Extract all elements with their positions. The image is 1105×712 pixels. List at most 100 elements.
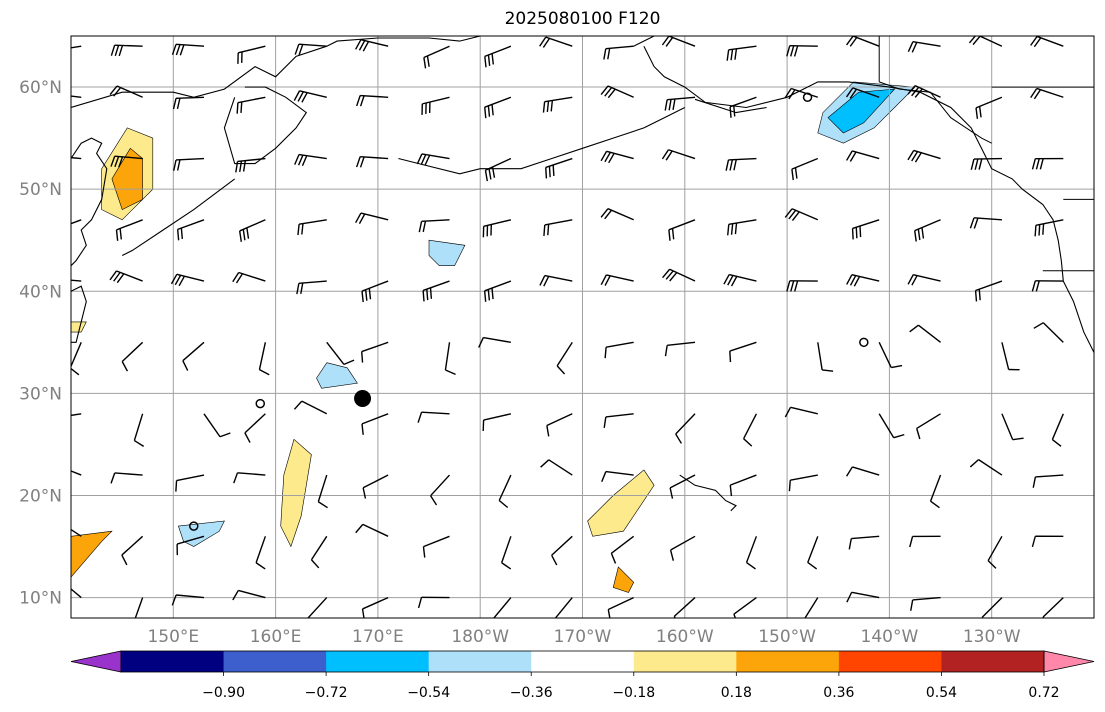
barb-shaft	[669, 268, 696, 282]
barb-flag	[293, 400, 303, 410]
barb-flag	[242, 229, 246, 241]
barb-flag	[59, 228, 60, 239]
barb-shaft	[913, 149, 941, 160]
barb-shaft	[673, 597, 696, 617]
longitude-tick-label: 130°W	[963, 627, 1021, 647]
wind-barb	[974, 280, 1003, 302]
barb-flag	[910, 599, 914, 611]
barb-shaft	[607, 208, 634, 221]
barb-flag	[426, 289, 429, 301]
barb-flag	[734, 48, 738, 60]
wind-barb	[71, 528, 82, 537]
barb-shaft	[244, 413, 266, 434]
wind-barb	[293, 400, 328, 415]
barb-flag	[175, 480, 178, 492]
wind-barb	[851, 219, 880, 240]
barb-flag	[1033, 322, 1044, 329]
barb-flag	[219, 432, 231, 438]
barb-flag	[238, 230, 242, 242]
map-title: 2025080100 F120	[504, 9, 661, 29]
barb-flag	[669, 487, 674, 499]
barb-shaft	[71, 95, 82, 98]
calm-wind-marker	[802, 92, 813, 103]
latitude-tick-label: 50°N	[19, 180, 62, 200]
barb-shaft	[554, 597, 573, 618]
wind-barb	[355, 523, 389, 537]
barb-flag	[232, 272, 240, 283]
barb-shaft	[176, 43, 205, 47]
barb-shaft	[421, 153, 450, 160]
wind-barb	[539, 274, 573, 287]
wind-barb	[878, 413, 905, 439]
barb-shaft	[423, 535, 450, 548]
barb-flag	[669, 272, 678, 282]
barb-shaft	[606, 274, 634, 282]
wind-barb	[987, 535, 1003, 569]
barb-flag	[362, 487, 367, 499]
barb-shaft	[878, 413, 895, 439]
barb-flag	[665, 37, 674, 47]
anomaly-shading	[71, 81, 916, 593]
latitude-tick-label: 10°N	[19, 589, 62, 609]
wind-barb	[907, 149, 941, 163]
wind-barb	[59, 219, 82, 239]
barb-flag	[668, 229, 671, 241]
wind-barb	[1030, 36, 1064, 48]
barb-shaft	[728, 45, 757, 51]
barb-flag	[921, 227, 925, 239]
wind-barb	[981, 597, 1003, 618]
barb-shaft	[1051, 413, 1064, 440]
barb-shaft	[1035, 219, 1064, 227]
barb-flag	[484, 56, 487, 68]
wind-barb	[237, 45, 266, 64]
wind-barb	[726, 45, 757, 61]
barb-flag	[51, 580, 60, 586]
barb-flag	[478, 337, 484, 348]
barb-flag	[743, 438, 753, 447]
barb-shaft	[361, 280, 389, 292]
wind-barb	[725, 157, 757, 171]
barb-flag	[488, 168, 492, 180]
barb-flag	[53, 156, 57, 166]
barb-shaft	[804, 597, 819, 618]
coastline	[121, 178, 236, 256]
barb-flag	[849, 88, 858, 99]
barb-flag	[849, 37, 858, 47]
barb-flag	[298, 44, 304, 56]
barb-flag	[604, 275, 611, 286]
barb-shaft	[71, 219, 82, 225]
longitude-tick-label: 170°E	[352, 627, 404, 647]
barb-flag	[416, 153, 423, 165]
barb-shaft	[116, 85, 143, 98]
wind-barb	[543, 219, 573, 237]
barb-shaft	[114, 155, 143, 160]
barb-shaft	[987, 535, 1003, 562]
barb-shaft	[852, 150, 880, 160]
barb-flag	[368, 288, 372, 300]
anomaly-contour	[177, 520, 225, 547]
colorbar-swatch	[633, 651, 737, 672]
barb-shaft	[852, 219, 880, 230]
wind-barb	[71, 470, 82, 476]
wind-barb	[134, 597, 144, 618]
barb-shaft	[745, 536, 758, 563]
barb-flag	[974, 158, 979, 170]
barb-flag	[491, 288, 494, 300]
barb-flag	[849, 275, 857, 286]
wind-barb	[176, 535, 205, 556]
barb-flag	[356, 95, 361, 107]
barb-shaft	[116, 219, 143, 231]
barb-shaft	[608, 596, 634, 611]
barb-flag	[978, 289, 981, 301]
barb-shaft	[360, 94, 389, 98]
colorbar-tick-label: 0.36	[823, 685, 854, 701]
barb-flag	[853, 276, 861, 287]
wind-barb	[878, 342, 903, 369]
wind-barb	[356, 94, 389, 107]
barb-flag	[930, 500, 940, 509]
barb-flag	[556, 365, 566, 375]
barb-flag	[487, 54, 491, 66]
barb-shaft	[852, 87, 880, 98]
wind-barb	[1032, 474, 1064, 488]
longitude-labels: 150°E 160°E 170°E 180°W 170°W 160°W 150°W 140°W…	[147, 627, 1020, 647]
